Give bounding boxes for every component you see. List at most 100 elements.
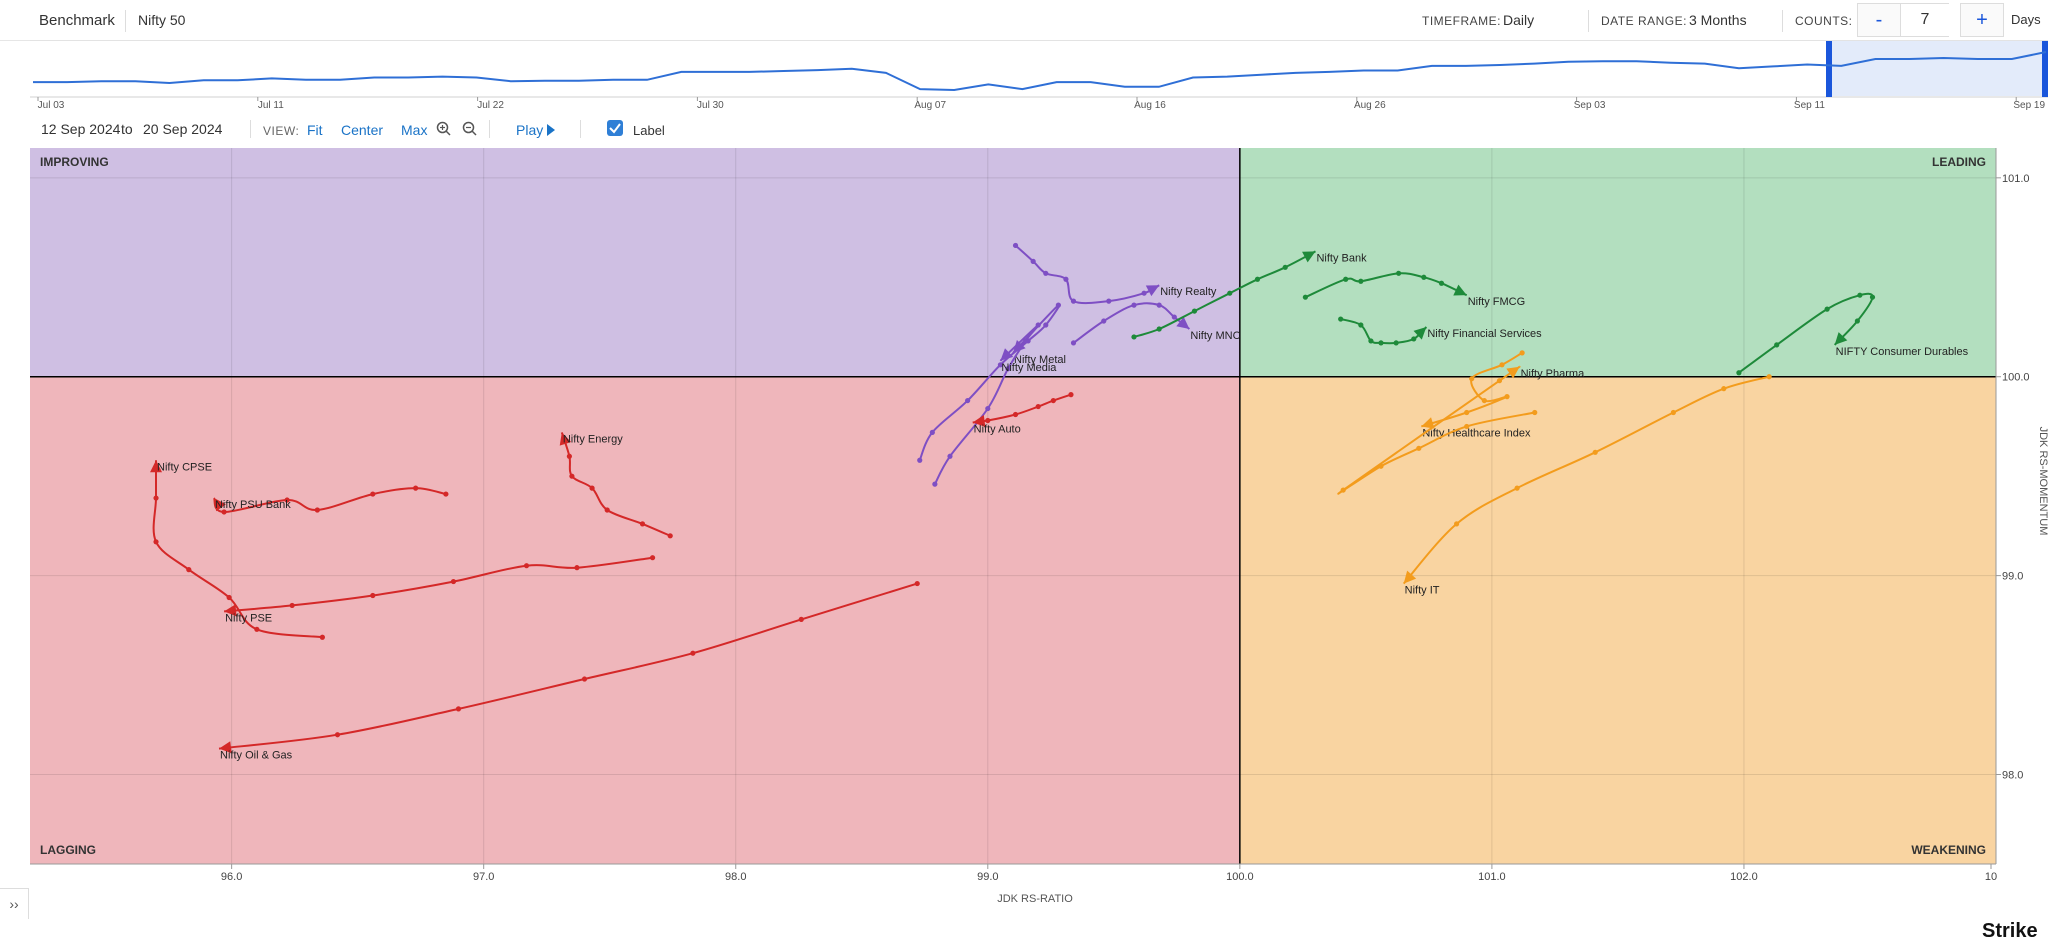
play-icon[interactable] [547, 124, 555, 136]
series-head-arrow[interactable] [1000, 348, 1014, 361]
date-from[interactable]: 12 Sep 2024 [41, 121, 121, 137]
timeframe-select[interactable]: Daily [1503, 12, 1535, 28]
series-point[interactable] [649, 555, 656, 561]
view-max-button[interactable]: Max [401, 122, 428, 138]
series-point[interactable] [1368, 338, 1374, 344]
zoom-out-icon[interactable] [462, 121, 478, 137]
series-point[interactable] [690, 650, 696, 656]
series-point[interactable] [1504, 394, 1510, 400]
series-point[interactable] [1343, 276, 1349, 282]
series-point[interactable] [1338, 316, 1344, 322]
series-point[interactable] [1358, 278, 1364, 284]
series-head-arrow[interactable] [1506, 366, 1520, 379]
series-point[interactable] [1514, 485, 1520, 491]
series-head-arrow[interactable] [150, 460, 163, 473]
series-point[interactable] [334, 732, 341, 738]
series-point[interactable] [1101, 318, 1107, 324]
series-head-arrow[interactable] [1302, 251, 1316, 263]
label-checkbox[interactable] [607, 120, 623, 136]
series-point[interactable] [1035, 403, 1041, 410]
series-nifty-media[interactable]: Nifty Media [932, 322, 1057, 487]
series-nifty-cpse[interactable]: Nifty CPSE [150, 460, 325, 640]
series-point[interactable] [997, 362, 1003, 368]
series-point[interactable] [153, 539, 159, 545]
series-point[interactable] [1481, 397, 1487, 404]
series-nifty-fmcg[interactable]: Nifty FMCG [1302, 270, 1525, 308]
series-head-arrow[interactable] [972, 414, 986, 427]
series-point[interactable] [450, 578, 457, 585]
series-point[interactable] [1454, 521, 1460, 527]
rrg-chart[interactable]: IMPROVING LEADING LAGGING WEAKENING 96.0 97.… [0, 146, 2048, 916]
series-point[interactable] [1050, 397, 1056, 404]
series-point[interactable] [370, 592, 376, 599]
series-point[interactable] [929, 429, 935, 436]
series-point[interactable] [1469, 376, 1475, 382]
series-point[interactable] [1070, 340, 1077, 346]
series-point[interactable] [1282, 264, 1288, 270]
series-point[interactable] [985, 405, 991, 412]
series-point[interactable] [1721, 386, 1727, 392]
series-nifty-psu-bank[interactable]: Nifty PSU Bank [213, 485, 449, 515]
series-point[interactable] [1499, 362, 1505, 368]
series-nifty-mnc[interactable]: Nifty MNC [1070, 302, 1241, 346]
series-point[interactable] [914, 580, 920, 587]
series-point[interactable] [153, 495, 159, 501]
series-point[interactable] [1068, 392, 1074, 398]
series-point[interactable] [1063, 276, 1069, 282]
series-head-arrow[interactable] [1176, 316, 1190, 329]
series-point[interactable] [1055, 302, 1061, 308]
sidebar-expand-button[interactable]: ›› [0, 888, 29, 919]
series-nifty-pharma[interactable]: Nifty Pharma [1337, 365, 1585, 495]
series-head-arrow[interactable] [1145, 285, 1160, 297]
series-point[interactable] [370, 491, 376, 497]
series-point[interactable] [1043, 322, 1049, 328]
series-point[interactable] [413, 485, 419, 491]
series-head-arrow[interactable] [1013, 340, 1026, 353]
series-point[interactable] [581, 676, 588, 682]
series-point[interactable] [947, 453, 953, 459]
series-point[interactable] [589, 485, 595, 491]
timeline-handle-left[interactable] [1826, 41, 1832, 97]
series-point[interactable] [314, 507, 320, 513]
series-point[interactable] [1421, 274, 1427, 280]
series-head-arrow[interactable] [213, 498, 226, 512]
series-point[interactable] [985, 417, 991, 424]
counts-decrement-button[interactable]: - [1857, 3, 1901, 37]
series-nifty-healthcare-index[interactable]: Nifty Healthcare Index [1421, 350, 1531, 439]
view-center-button[interactable]: Center [341, 122, 384, 138]
series-point[interactable] [639, 521, 646, 527]
series-head-arrow[interactable] [1403, 570, 1417, 584]
series-point[interactable] [569, 473, 575, 479]
series-head-arrow[interactable] [1453, 284, 1467, 296]
series-point[interactable] [455, 706, 462, 712]
series-point[interactable] [1464, 423, 1470, 430]
series-point[interactable] [1156, 326, 1162, 332]
series-point[interactable] [1171, 314, 1177, 320]
series-point[interactable] [226, 594, 232, 601]
series-nifty-auto[interactable]: Nifty Auto [972, 392, 1074, 435]
series-point[interactable] [1141, 290, 1147, 296]
series-head-arrow[interactable] [224, 604, 237, 617]
series-nifty-oil-gas[interactable]: Nifty Oil & Gas [218, 580, 920, 762]
series-point[interactable] [1023, 338, 1029, 344]
timeline-handle-right[interactable] [2042, 41, 2048, 97]
series-point[interactable] [1227, 290, 1233, 296]
timeline-selection[interactable] [1828, 41, 2048, 96]
series-head-arrow[interactable] [559, 432, 572, 446]
series-nifty-metal[interactable]: Nifty Metal [917, 302, 1066, 463]
series-point[interactable] [1340, 487, 1346, 493]
series-point[interactable] [1156, 302, 1162, 308]
series-nifty-pse[interactable]: Nifty PSE [224, 555, 656, 624]
series-point[interactable] [667, 533, 673, 539]
timeline-navigator[interactable]: Jul 03 Jul 11 Jul 22 Jul 30 Aug 07 Aug 16 Aug … [0, 40, 2048, 112]
series-point[interactable] [1005, 366, 1011, 372]
series-point[interactable] [254, 626, 260, 632]
series-point[interactable] [1736, 370, 1742, 376]
series-nifty-financial-services[interactable]: Nifty Financial Services [1338, 316, 1542, 346]
view-fit-button[interactable]: Fit [307, 122, 323, 138]
series-point[interactable] [1131, 302, 1137, 308]
series-point[interactable] [1191, 308, 1198, 314]
series-point[interactable] [1131, 334, 1137, 340]
date-to[interactable]: 20 Sep 2024 [143, 121, 223, 137]
series-point[interactable] [574, 565, 580, 571]
